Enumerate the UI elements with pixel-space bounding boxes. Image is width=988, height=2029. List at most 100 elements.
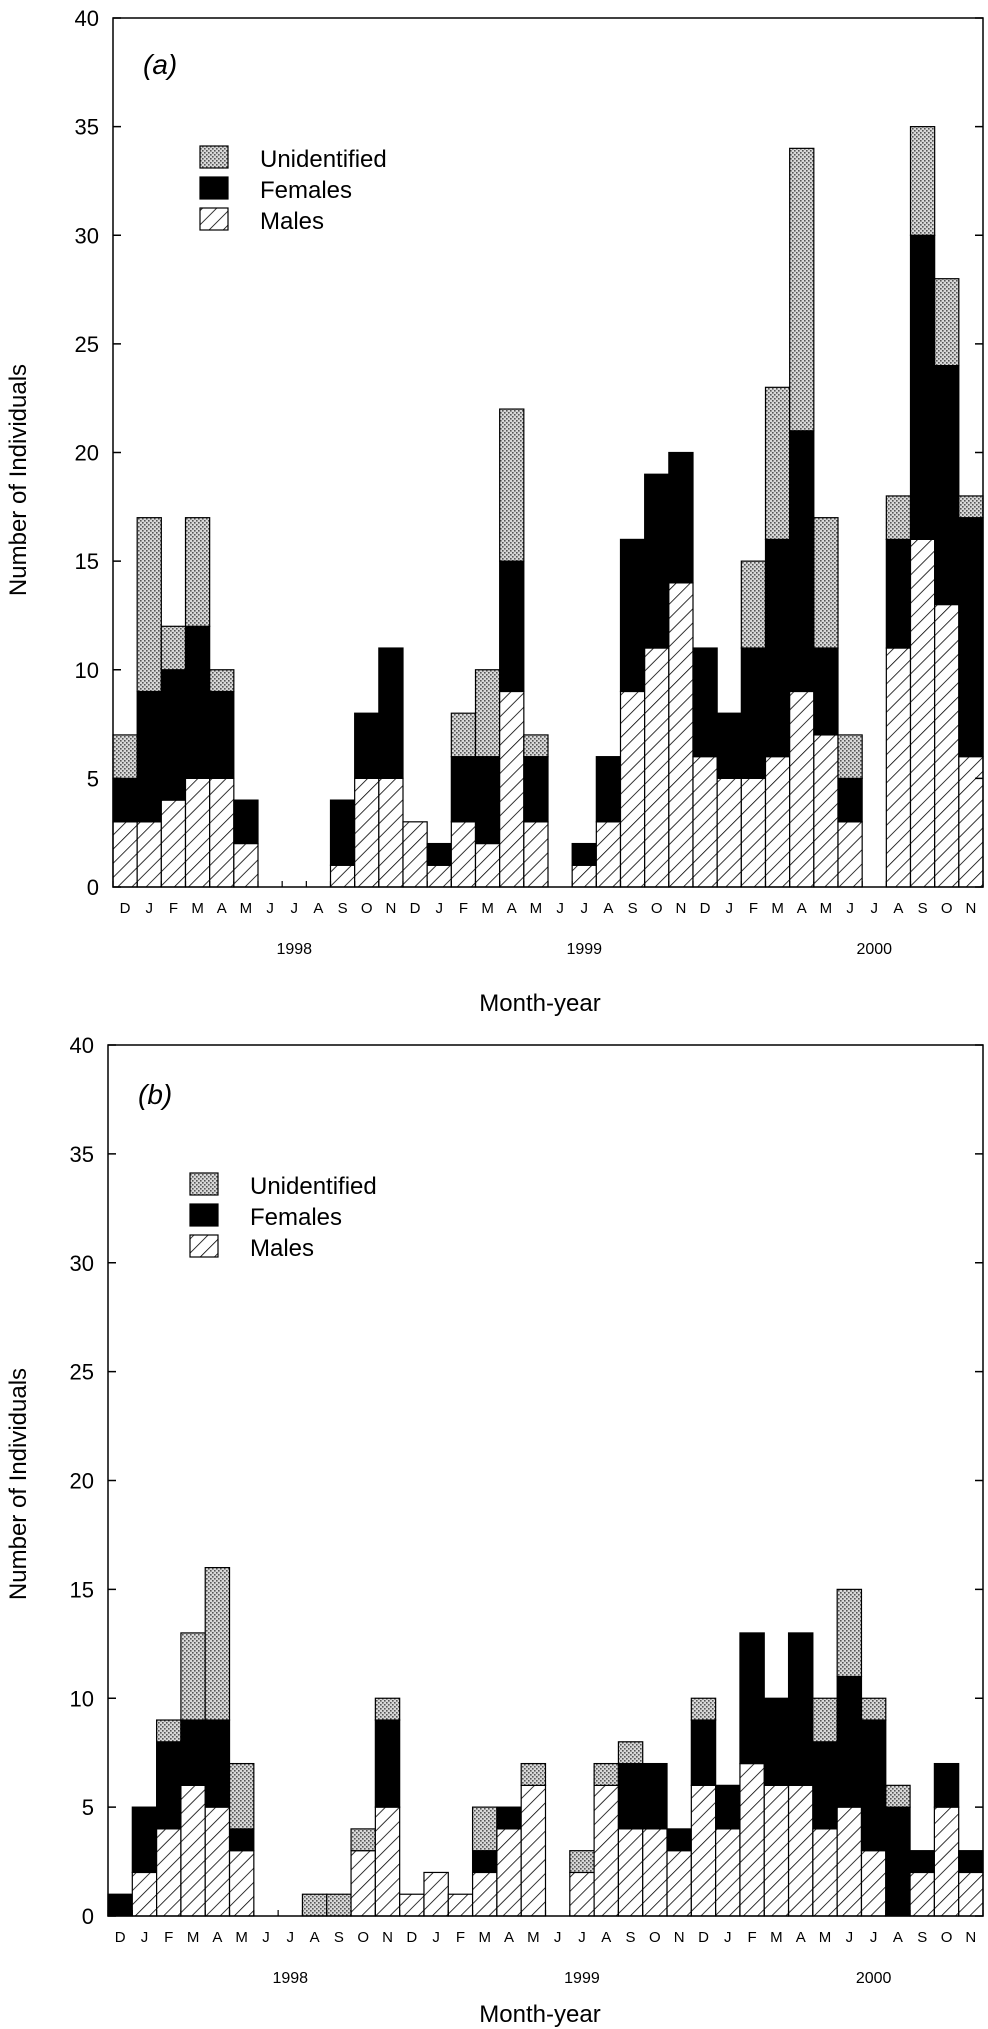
- legend-label-females: Females: [260, 177, 352, 204]
- bar-females-26: [739, 1632, 765, 1765]
- bar-unidentified-35: [958, 495, 984, 519]
- bar-unidentified-28: [789, 147, 815, 432]
- bar-unidentified-0: [112, 734, 138, 779]
- bar-females-29: [812, 1741, 838, 1830]
- bar-males-34: [933, 1806, 960, 1917]
- bar-unidentified-19: [569, 1850, 595, 1874]
- bar-unidentified-2: [156, 1719, 182, 1743]
- x-tick-label: O: [941, 900, 953, 917]
- bar-unidentified-33: [909, 126, 936, 236]
- bar-unidentified-5: [228, 1762, 255, 1830]
- bar-females-22: [644, 473, 670, 649]
- plot-frame: [107, 1044, 984, 1917]
- bar-unidentified-31: [860, 1697, 887, 1721]
- legend-label-males: Males: [260, 208, 324, 235]
- bar-females-11: [378, 647, 404, 779]
- bar-females-4: [204, 1719, 231, 1808]
- x-tick-label: A: [313, 900, 323, 917]
- x-tick-label: O: [361, 900, 373, 917]
- x-tick-label: M: [191, 900, 204, 917]
- x-tick-label: N: [382, 1929, 393, 1946]
- legend-swatch-unidentified: [199, 145, 229, 169]
- bar-males-3: [180, 1784, 206, 1917]
- bar-females-16: [499, 560, 525, 693]
- bar-females-30: [836, 1675, 863, 1808]
- bar-unidentified-3: [184, 517, 211, 627]
- x-tick-label: J: [432, 1929, 440, 1946]
- bar-males-28: [787, 1784, 814, 1917]
- bar-males-22: [642, 1828, 668, 1917]
- x-tick-label: S: [628, 900, 638, 917]
- bar-unidentified-32: [885, 1784, 911, 1808]
- bar-males-13: [423, 1871, 449, 1917]
- bar-males-1: [136, 821, 162, 888]
- bar-males-0: [112, 821, 138, 888]
- bar-unidentified-17: [523, 734, 549, 758]
- chart-panel-a: Number of Individuals Month-year (a) Uni…: [5, 6, 984, 1017]
- bar-males-16: [496, 1828, 522, 1917]
- bar-females-24: [692, 647, 718, 758]
- bar-females-15: [471, 1850, 498, 1874]
- bar-males-5: [228, 1850, 255, 1917]
- bar-females-33: [909, 234, 936, 540]
- panel-label: (b): [138, 1079, 172, 1110]
- x-tick-label: A: [212, 1929, 222, 1946]
- bar-males-30: [836, 1806, 863, 1917]
- x-tick-label: J: [726, 900, 734, 917]
- y-axis-label: Number of Individuals: [5, 364, 32, 596]
- bar-males-33: [909, 538, 936, 888]
- x-tick-label: D: [406, 1929, 417, 1946]
- x-tick-label: S: [338, 900, 348, 917]
- x-tick-label: F: [459, 900, 468, 917]
- bar-females-29: [813, 647, 839, 736]
- chart-panel-b: Number of Individuals Month-year (b) Uni…: [5, 1033, 984, 2028]
- x-tick-label: F: [748, 1929, 757, 1946]
- x-tick-label: F: [749, 900, 758, 917]
- bar-females-10: [354, 712, 380, 779]
- legend-swatch-females: [199, 176, 229, 200]
- bar-males-16: [499, 690, 525, 888]
- x-tick-label: J: [871, 900, 879, 917]
- bar-males-15: [474, 842, 501, 888]
- bar-males-25: [716, 777, 742, 888]
- legend-swatch-males: [189, 1234, 219, 1258]
- x-axis-label: Month-year: [479, 2001, 600, 2028]
- bar-males-14: [447, 1893, 474, 1917]
- bar-males-32: [885, 647, 912, 888]
- x-tick-label: S: [626, 1929, 636, 1946]
- x-tick-label: M: [481, 900, 494, 917]
- bar-females-17: [523, 756, 549, 823]
- bar-males-12: [402, 821, 428, 888]
- bar-females-34: [933, 1762, 960, 1808]
- bar-males-11: [378, 777, 404, 888]
- x-tick-label: J: [262, 1929, 270, 1946]
- plot-frame: [112, 17, 984, 888]
- bar-males-13: [426, 864, 452, 888]
- bar-males-27: [763, 1784, 790, 1917]
- x-tick-label: J: [578, 1929, 586, 1946]
- x-tick-label: M: [235, 1929, 248, 1946]
- y-tick-label: 10: [70, 1686, 94, 1711]
- bar-females-35: [958, 1850, 984, 1874]
- legend-label-females: Females: [250, 1204, 342, 1231]
- bar-unidentified-30: [836, 1588, 863, 1678]
- bar-females-0: [107, 1893, 133, 1917]
- y-tick-label: 20: [70, 1469, 94, 1494]
- x-tick-label: J: [141, 1929, 149, 1946]
- x-tick-label: F: [169, 900, 178, 917]
- year-label: 1998: [276, 941, 312, 958]
- bar-males-23: [668, 582, 694, 888]
- bar-females-27: [764, 538, 791, 758]
- y-tick-label: 0: [87, 875, 99, 900]
- legend: Unidentified Females Males: [189, 1172, 377, 1262]
- bar-unidentified-15: [471, 1806, 498, 1852]
- bar-unidentified-8: [301, 1893, 328, 1917]
- x-tick-label: N: [674, 1929, 685, 1946]
- bar-females-35: [958, 517, 984, 758]
- bar-males-30: [837, 821, 863, 888]
- x-tick-label: D: [700, 900, 711, 917]
- bar-males-35: [958, 756, 984, 888]
- bar-unidentified-27: [764, 386, 791, 541]
- x-tick-label: D: [698, 1929, 709, 1946]
